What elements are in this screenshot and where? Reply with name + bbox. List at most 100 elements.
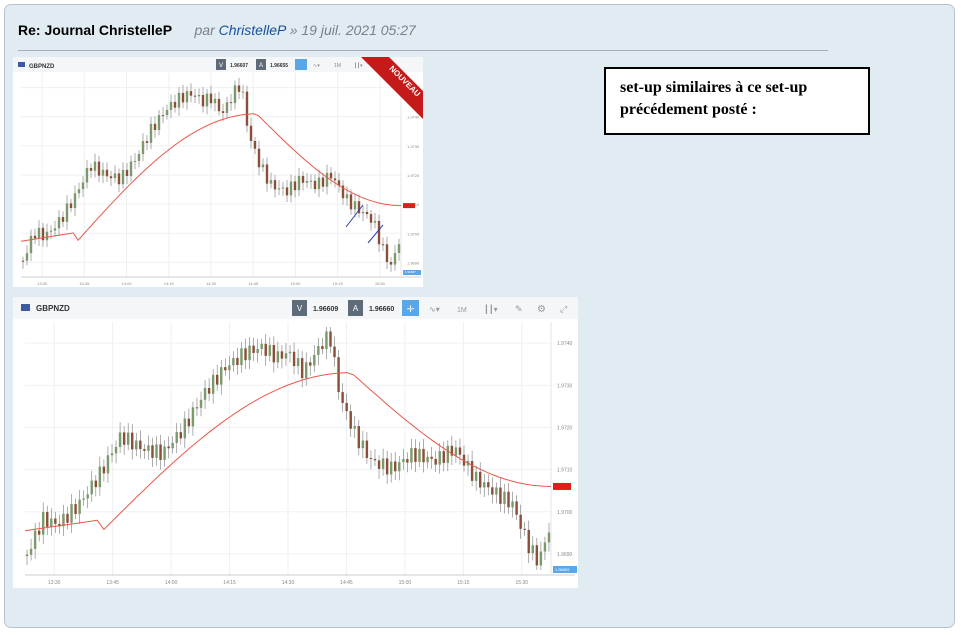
candle-body <box>139 440 142 450</box>
buy-button[interactable] <box>348 300 363 316</box>
candle-body <box>129 161 133 177</box>
candle-body <box>474 471 478 481</box>
candle-body <box>145 141 149 143</box>
candle-body <box>205 93 209 107</box>
candle-body <box>317 177 321 190</box>
chart-type-icon[interactable]: ┃┃▾ <box>354 62 363 69</box>
candle-body <box>329 331 332 347</box>
candle-body <box>77 189 81 194</box>
candle-body <box>301 175 305 183</box>
candle-body <box>195 407 199 409</box>
indicators-icon[interactable]: ∿▾ <box>313 63 320 69</box>
candle-body <box>159 444 162 460</box>
candle-body <box>410 448 413 463</box>
post-author-link[interactable]: ChristelleP <box>218 22 286 38</box>
candle-body <box>462 454 466 466</box>
candle-body <box>377 460 381 469</box>
candle-body <box>361 440 365 449</box>
candle-body <box>89 167 93 171</box>
candle-body <box>149 123 153 143</box>
candle-body <box>41 512 45 535</box>
candle-body <box>297 175 301 191</box>
sell-button[interactable] <box>292 300 307 316</box>
candle-body <box>161 115 165 117</box>
candle-body <box>74 504 77 515</box>
candle-body <box>175 432 178 443</box>
candle-body <box>523 528 526 530</box>
candle-body <box>276 351 280 363</box>
crosshair-glyph: ✛ <box>407 305 415 315</box>
buy-button[interactable] <box>256 59 266 70</box>
candle-body <box>78 499 81 515</box>
candle-body <box>527 529 530 554</box>
timeframe-select[interactable]: 1M <box>334 63 341 69</box>
annotation-line-2: précédement posté : <box>620 101 757 118</box>
candle-body <box>389 461 393 475</box>
candle-body <box>236 357 239 366</box>
candle-body <box>181 92 185 103</box>
candle-body <box>37 227 41 239</box>
chart-2-svg: GBPNZD V 1.96609 A 1.96660 ✛ ∿▾ 1M ┃┃▾ ✎… <box>13 297 578 586</box>
candle-body <box>309 180 313 182</box>
candle-body <box>155 444 158 458</box>
candle-body <box>110 453 114 456</box>
candle-body <box>361 211 365 214</box>
candle-body <box>284 353 288 359</box>
candle-body <box>515 501 518 515</box>
candle-body <box>137 154 141 161</box>
time-tick-label: 15:15 <box>333 281 344 286</box>
indicators-icon[interactable]: ∿▾ <box>429 305 440 314</box>
candle-body <box>173 101 177 108</box>
candle-body <box>293 181 297 191</box>
candle-body <box>357 426 361 449</box>
candle-body <box>185 91 189 103</box>
time-tick-label: 14:30 <box>282 580 295 586</box>
candle-body <box>531 545 535 554</box>
candle-body <box>135 440 138 450</box>
chart-type-icon[interactable]: ┃┃▾ <box>484 304 498 314</box>
timeframe-select[interactable]: 1M <box>457 307 467 314</box>
post-title[interactable]: Re: Journal ChristelleP <box>18 22 173 38</box>
candle-body <box>233 85 237 104</box>
gear-icon[interactable]: ⚙ <box>537 304 546 315</box>
candle-body <box>381 458 385 469</box>
last-price-label: 1.96609 <box>555 567 570 572</box>
price-tick-label: 1.9700 <box>407 231 420 236</box>
candle-body <box>179 432 182 439</box>
candle-body <box>189 91 193 96</box>
candle-body <box>365 440 369 459</box>
candle-body <box>232 357 235 366</box>
chart-screenshot-2: GBPNZD V 1.96609 A 1.96660 ✛ ∿▾ 1M ┃┃▾ ✎… <box>13 297 578 588</box>
candle-body <box>535 545 539 566</box>
draw-tool-icon[interactable]: ✎ <box>515 305 523 315</box>
time-tick-label: 14:45 <box>248 281 259 286</box>
candle-body <box>289 181 293 196</box>
candle-body <box>341 185 345 199</box>
candle-body <box>50 518 53 527</box>
candle-body <box>209 93 213 104</box>
candle-body <box>268 344 272 356</box>
candle-body <box>313 354 316 366</box>
chart-2-grid <box>25 322 551 575</box>
candle-body <box>211 374 215 394</box>
fullscreen-icon[interactable]: ⤢ <box>559 305 567 315</box>
crosshair-icon[interactable] <box>295 59 307 70</box>
time-tick-label: 14:15 <box>223 580 236 586</box>
candle-body <box>300 358 304 379</box>
ask-price: 1.96660 <box>369 306 394 313</box>
time-tick-label: 15:30 <box>375 281 386 286</box>
candle-body <box>337 180 341 186</box>
candle-body <box>345 194 349 199</box>
candle-body <box>125 169 129 177</box>
candle-body <box>171 442 174 449</box>
chart-2-symbol: GBPNZD <box>36 304 70 313</box>
candle-body <box>221 111 225 114</box>
sell-button[interactable] <box>216 59 226 70</box>
candle-body <box>85 167 89 183</box>
candle-body <box>438 451 441 465</box>
crosshair-icon[interactable] <box>402 300 419 316</box>
candle-body <box>503 491 506 504</box>
candle-body <box>385 244 389 263</box>
candle-body <box>252 345 255 353</box>
candle-body <box>73 193 77 209</box>
